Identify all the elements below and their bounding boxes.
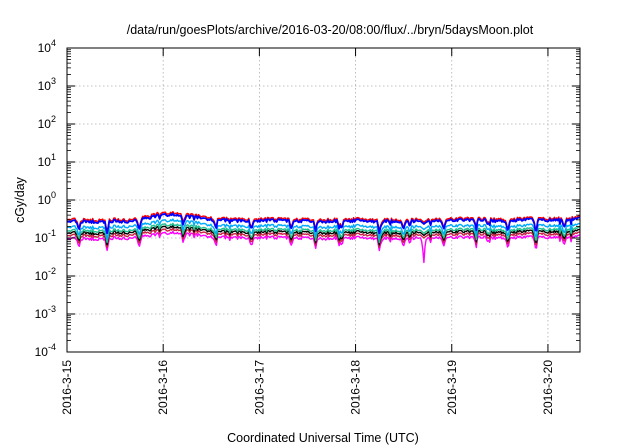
x-tick-label: 2016-3-16 [156,360,170,415]
chart-title: /data/run/goesPlots/archive/2016-03-20/0… [127,23,534,37]
plot-series [66,210,581,264]
y-tick-label: 10-2 [35,266,56,283]
series-line [66,224,581,246]
y-axis: 10-4 10-3 10-2 10-1 100 101 102 103 104 [35,38,580,359]
series-line [66,230,581,264]
y-tick-label: 102 [38,114,56,131]
y-tick-label: 103 [38,76,56,93]
x-tick-label: 2016-3-15 [60,360,74,415]
series-line [66,227,581,249]
x-axis: 2016-3-15 2016-3-16 2016-3-17 2016-3-18 2016… [60,48,555,415]
x-tick-label: 2016-3-20 [541,360,555,415]
y-tick-label: 10-4 [35,342,56,359]
series-line [66,218,581,240]
x-tick-label: 2016-3-19 [445,360,459,415]
y-tick-label: 101 [38,152,56,169]
y-tick-label: 100 [38,190,56,207]
y-tick-label: 10-3 [35,304,56,321]
y-axis-label: cGy/day [13,176,27,223]
series-line [66,212,581,235]
x-tick-label: 2016-3-18 [349,360,363,415]
y-tick-label: 104 [38,38,56,55]
y-tick-label: 10-1 [35,228,56,245]
x-tick-label: 2016-3-17 [252,360,266,415]
x-axis-label: Coordinated Universal Time (UTC) [227,431,419,445]
grid [67,48,580,352]
series-line [66,222,581,244]
